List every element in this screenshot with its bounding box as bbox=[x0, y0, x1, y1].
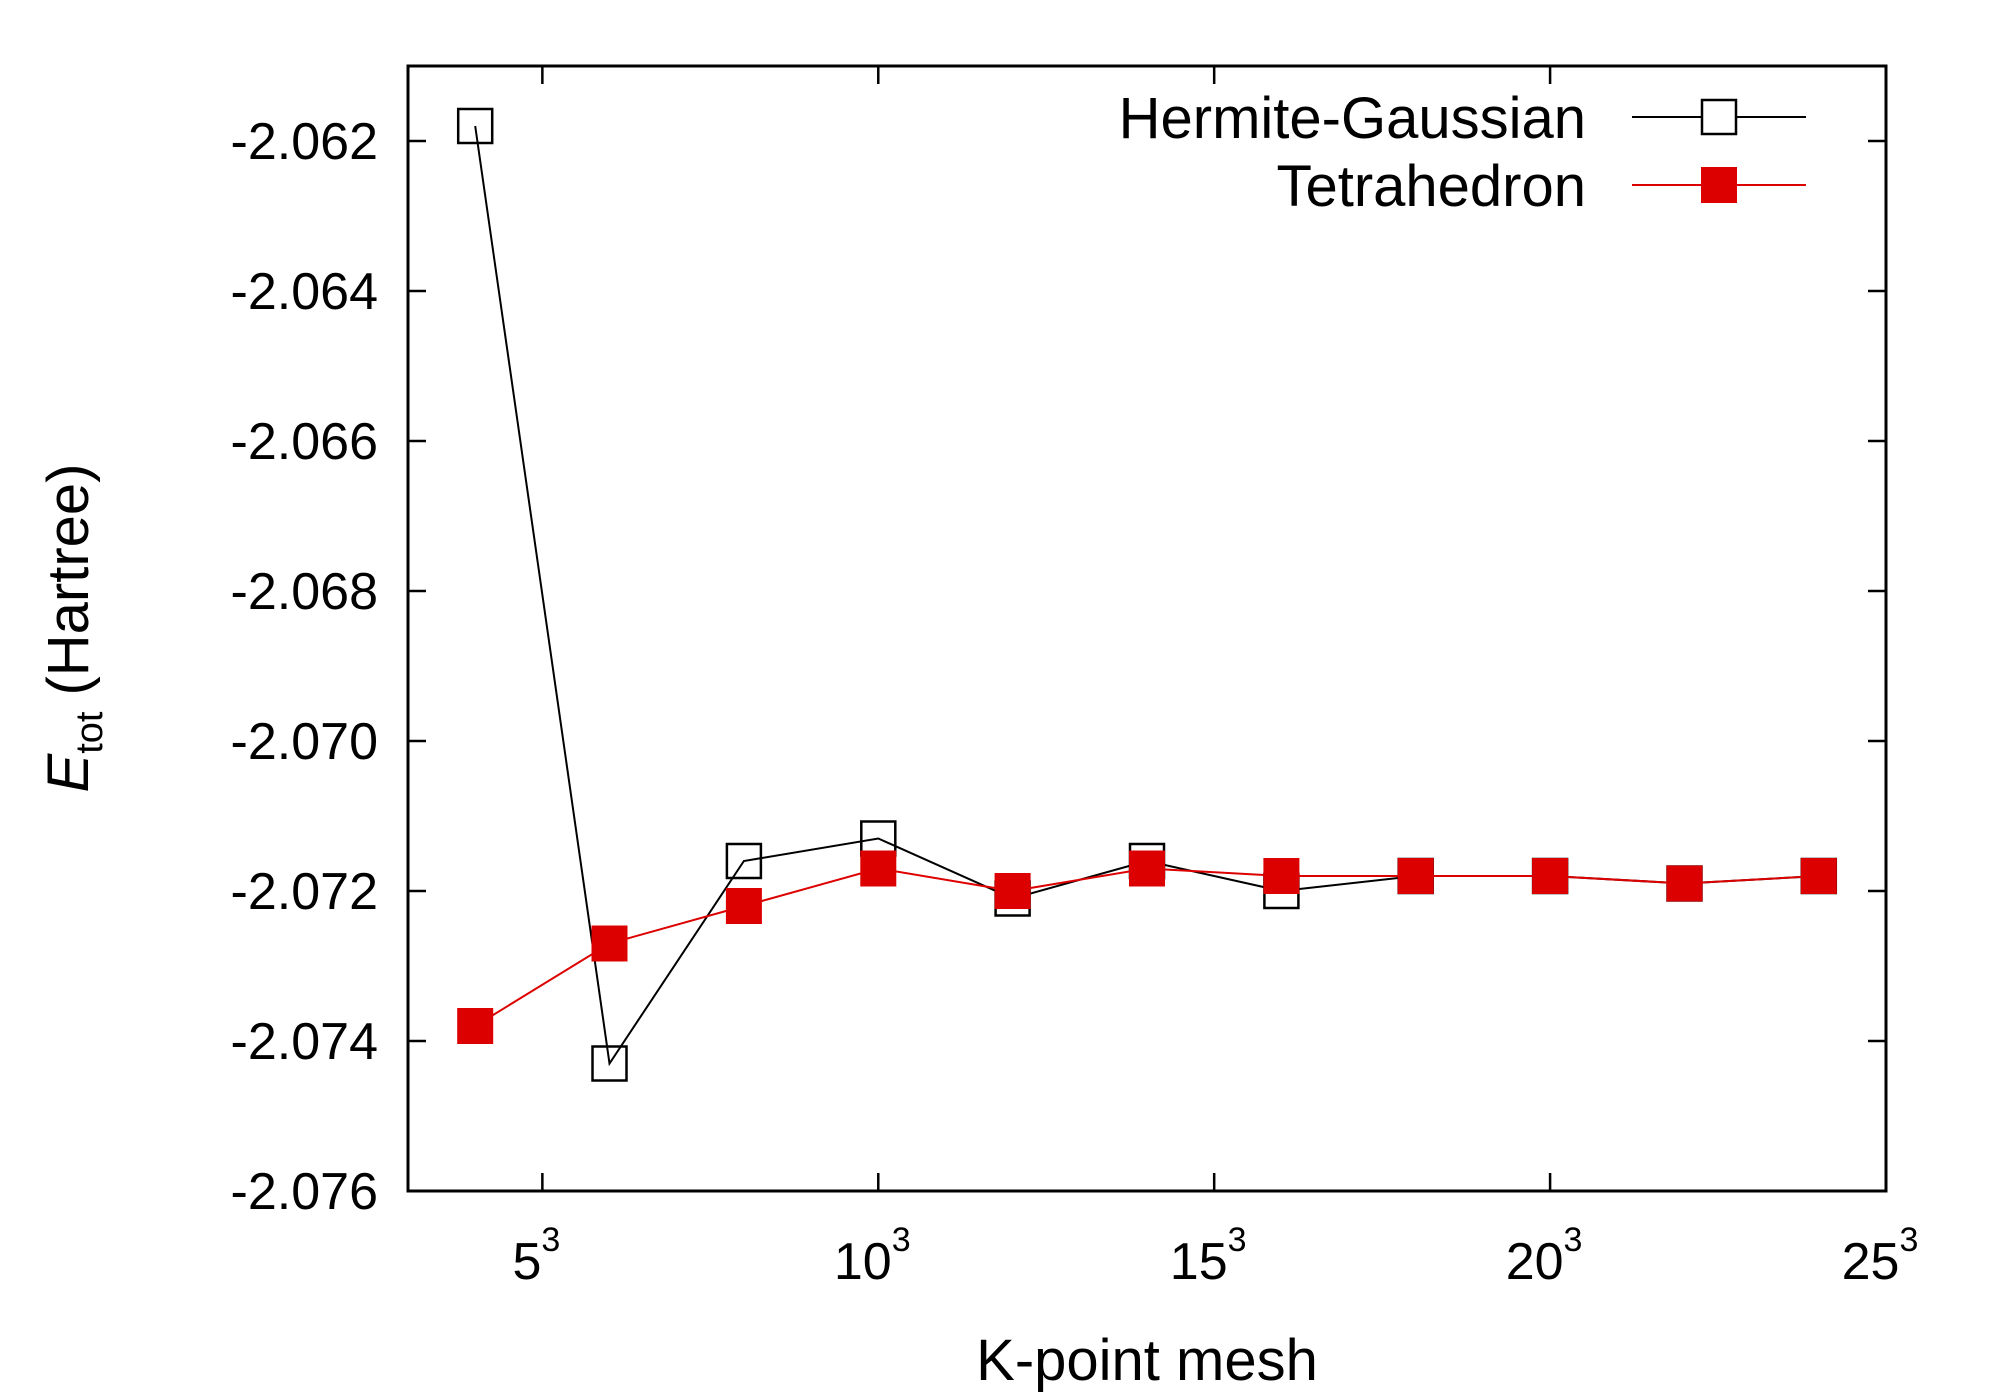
data-point bbox=[591, 1045, 628, 1082]
x-tick-exponent: 3 bbox=[541, 1221, 560, 1259]
y-tick-label: -2.070 bbox=[231, 713, 378, 771]
x-tick-exponent: 3 bbox=[1564, 1221, 1583, 1259]
y-tick-label: -2.068 bbox=[231, 563, 378, 621]
data-point bbox=[456, 107, 494, 145]
series-line bbox=[474, 867, 1819, 1027]
axes-ticks bbox=[408, 66, 1888, 1193]
data-point bbox=[1129, 850, 1165, 887]
series-hermite-gaussian bbox=[456, 107, 1838, 1082]
x-tick-label: 53 bbox=[512, 1221, 560, 1291]
data-point bbox=[1532, 858, 1569, 894]
series-line bbox=[474, 125, 1819, 1067]
y-tick-label: -2.062 bbox=[231, 113, 378, 171]
data-series bbox=[456, 107, 1838, 1082]
x-tick-exponent: 3 bbox=[1899, 1221, 1918, 1259]
data-point bbox=[1666, 865, 1703, 902]
x-tick-label: 203 bbox=[1506, 1221, 1583, 1291]
x-tick-base: 25 bbox=[1842, 1233, 1900, 1291]
x-tick-exponent: 3 bbox=[892, 1221, 911, 1259]
data-point bbox=[994, 873, 1031, 909]
y-tick-label: -2.074 bbox=[231, 1013, 378, 1071]
y-axis-subscript: tot bbox=[69, 711, 111, 754]
legend-marker-tetrahedron bbox=[1701, 167, 1737, 203]
x-tick-label: 103 bbox=[834, 1221, 911, 1291]
y-axis-symbol: E bbox=[36, 752, 101, 792]
legend-label-tetrahedron: Tetrahedron bbox=[1276, 154, 1586, 219]
data-point bbox=[457, 1008, 494, 1044]
y-tick-label: -2.064 bbox=[231, 263, 378, 321]
x-tick-base: 20 bbox=[1506, 1233, 1564, 1291]
series-tetrahedron bbox=[457, 850, 1837, 1044]
data-point bbox=[725, 888, 762, 924]
x-tick-base: 15 bbox=[1170, 1233, 1228, 1291]
y-axis-title: Etot (Hartree) bbox=[36, 464, 111, 793]
x-tick-labels: 53 103 153 203 253 bbox=[512, 1221, 1918, 1291]
x-tick-label: 253 bbox=[1842, 1221, 1919, 1291]
data-point bbox=[860, 850, 897, 887]
y-axis-unit: (Hartree) bbox=[36, 464, 101, 696]
y-tick-labels: -2.062 -2.064 -2.066 -2.068 -2.070 -2.072 -2.0… bbox=[231, 113, 378, 1221]
x-tick-label: 153 bbox=[1170, 1221, 1247, 1291]
y-tick-label: -2.072 bbox=[231, 863, 378, 921]
x-axis-title: K-point mesh bbox=[976, 1328, 1318, 1393]
x-tick-exponent: 3 bbox=[1228, 1221, 1247, 1259]
data-point bbox=[1397, 858, 1434, 894]
x-tick-base: 10 bbox=[834, 1233, 892, 1291]
y-tick-label: -2.076 bbox=[231, 1163, 378, 1221]
legend-marker-hermite-gaussian bbox=[1700, 98, 1738, 136]
plot-frame bbox=[406, 64, 1888, 1193]
x-tick-base: 5 bbox=[512, 1233, 541, 1291]
legend-label-hermite-gaussian: Hermite-Gaussian bbox=[1119, 86, 1586, 151]
data-point bbox=[1800, 858, 1837, 894]
data-point bbox=[725, 842, 763, 880]
data-point bbox=[591, 925, 628, 962]
y-tick-label: -2.066 bbox=[231, 413, 378, 471]
legend: Hermite-Gaussian Tetrahedron bbox=[1119, 86, 1806, 219]
data-point bbox=[1263, 858, 1300, 894]
